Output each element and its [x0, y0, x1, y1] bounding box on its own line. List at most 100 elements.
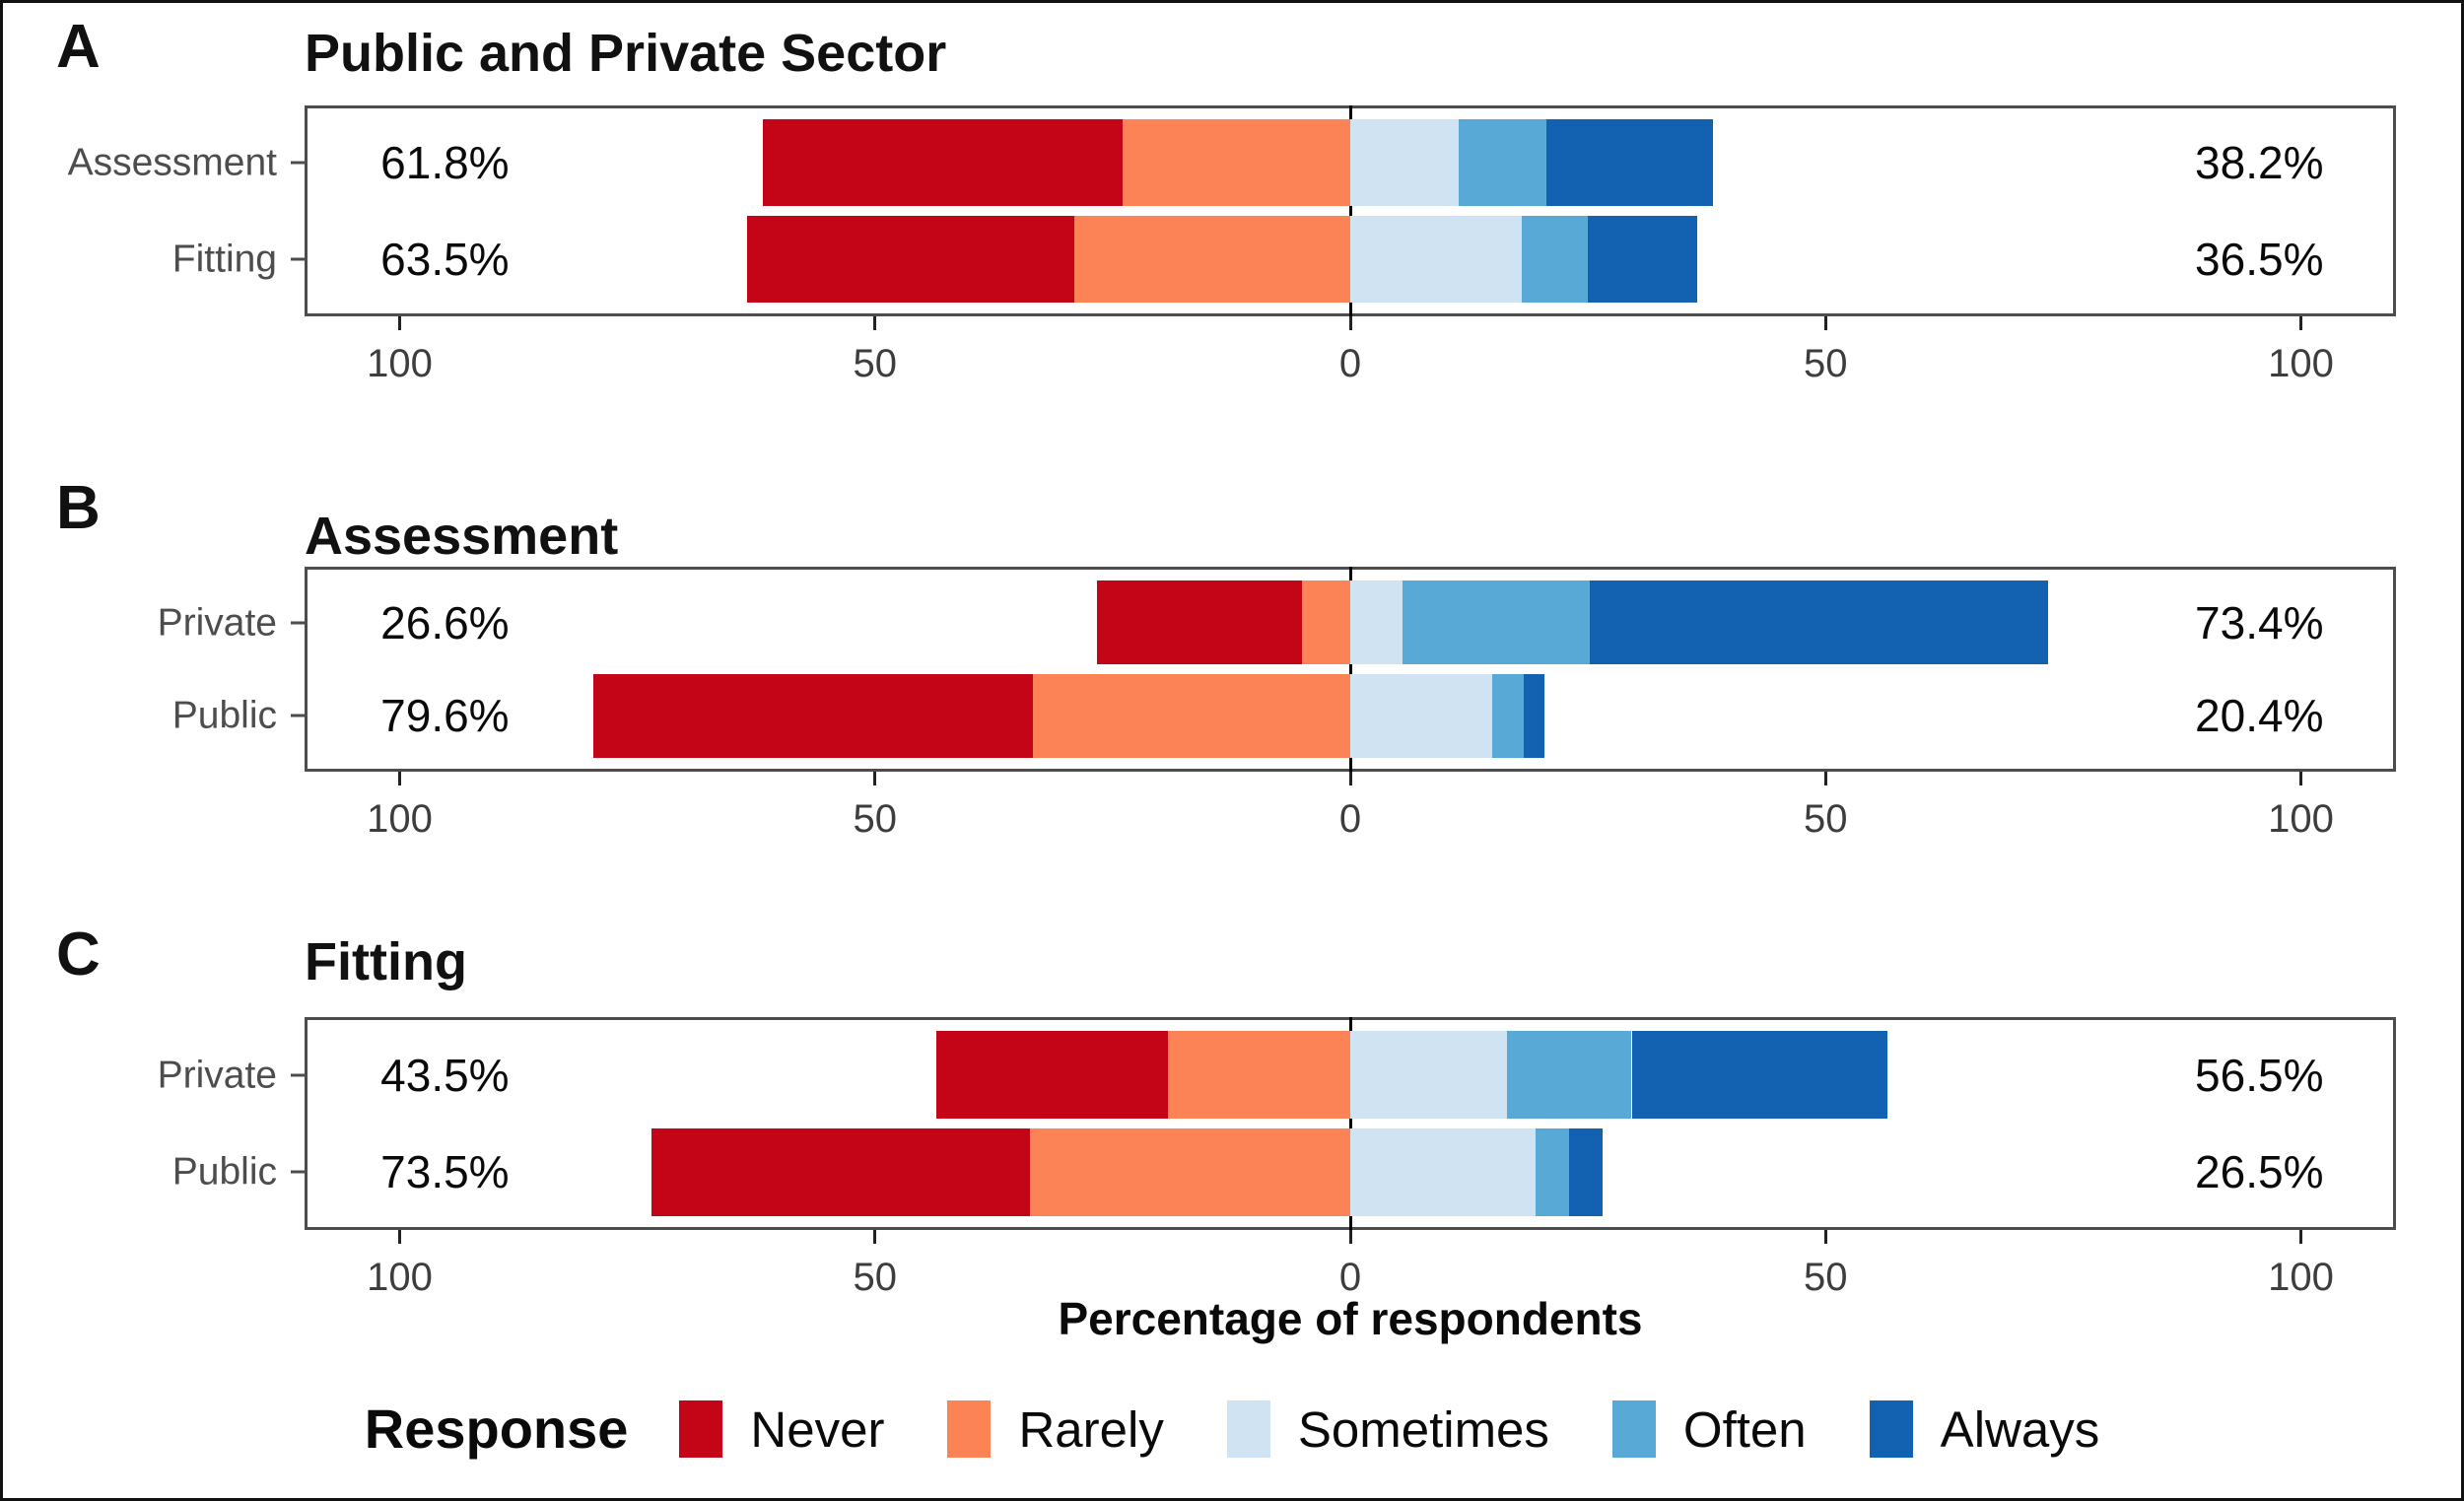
x-axis-tick-label: 100: [2268, 1256, 2334, 1299]
x-axis-tick-label: 50: [853, 1256, 897, 1299]
x-axis-title: Percentage of respondents: [1058, 1293, 1643, 1344]
x-axis-tick-label: 0: [1338, 342, 1362, 385]
bar-segment-often: [1536, 1127, 1569, 1216]
x-axis-tick-mark: [1823, 316, 1827, 330]
bar-segment-sometimes: [1350, 673, 1492, 758]
legend-swatch-always: [1869, 1400, 1913, 1458]
x-axis-tick-mark: [873, 1230, 877, 1244]
right-total-percent-label: 73.4%: [2195, 596, 2324, 648]
bar-segment-always: [1545, 119, 1714, 207]
bar-segment-always: [1590, 580, 2048, 665]
category-axis-tick: [291, 1073, 305, 1077]
bar-segment-always: [1588, 215, 1698, 303]
right-total-percent-label: 26.5%: [2195, 1146, 2324, 1198]
bar-segment-rarely: [1029, 1127, 1350, 1216]
bar-segment-often: [1507, 1031, 1632, 1120]
left-total-percent-label: 73.5%: [380, 1146, 510, 1198]
category-axis-tick: [291, 161, 305, 165]
legend-label: Sometimes: [1297, 1400, 1549, 1458]
bar-segment-rarely: [1074, 215, 1350, 303]
x-axis-tick-label: 100: [367, 797, 433, 841]
bar-segment-sometimes: [1350, 1031, 1508, 1120]
x-axis-tick-label: 100: [367, 342, 433, 385]
right-total-percent-label: 20.4%: [2195, 690, 2324, 742]
legend-swatch-rarely: [947, 1400, 992, 1458]
category-label: Fitting: [171, 238, 277, 281]
panel-title: Assessment: [305, 507, 619, 566]
bar-segment-rarely: [1122, 119, 1350, 207]
bar-segment-sometimes: [1350, 119, 1459, 207]
legend-item-never: Never: [679, 1400, 884, 1458]
category-label: Assessment: [67, 141, 277, 184]
bar-segment-rarely: [1032, 673, 1350, 758]
legend-label: Never: [750, 1400, 885, 1458]
category-axis-tick: [291, 714, 305, 717]
x-axis-tick-mark: [2299, 772, 2303, 785]
panel-title: Fitting: [305, 932, 467, 991]
bar-segment-often: [1458, 119, 1546, 207]
bar-segment-never: [1097, 580, 1302, 665]
category-axis-tick: [291, 621, 305, 625]
x-axis-tick-label: 50: [1804, 1256, 1848, 1299]
x-axis-tick-label: 100: [2268, 342, 2334, 385]
bar-segment-always: [1631, 1031, 1887, 1120]
x-axis-tick-mark: [397, 1230, 401, 1244]
legend: Response Never Rarely Sometimes Often Always: [3, 1395, 2461, 1464]
legend-item-always: Always: [1869, 1400, 2100, 1458]
category-axis-tick: [291, 257, 305, 261]
bar-segment-never: [746, 215, 1075, 303]
x-axis-tick-mark: [397, 316, 401, 330]
left-total-percent-label: 43.5%: [380, 1049, 510, 1101]
panel-title: Public and Private Sector: [305, 24, 947, 83]
category-label: Public: [171, 694, 277, 737]
legend-swatch-never: [679, 1400, 723, 1458]
legend-item-sometimes: Sometimes: [1226, 1400, 1549, 1458]
left-total-percent-label: 63.5%: [380, 233, 510, 285]
x-axis-tick-label: 50: [853, 342, 897, 385]
category-label: Public: [171, 1150, 277, 1194]
bar-segment-often: [1521, 215, 1589, 303]
x-axis-tick-label: 100: [2268, 797, 2334, 841]
bar-segment-never: [651, 1127, 1030, 1216]
legend-item-often: Often: [1611, 1400, 1807, 1458]
left-total-percent-label: 61.8%: [380, 137, 510, 189]
legend-label: Rarely: [1018, 1400, 1164, 1458]
right-total-percent-label: 56.5%: [2195, 1049, 2324, 1101]
bar-segment-rarely: [1167, 1031, 1350, 1120]
zero-reference-line: [1348, 567, 1352, 772]
legend-label: Always: [1940, 1400, 2100, 1458]
category-axis-tick: [291, 1170, 305, 1174]
left-total-percent-label: 26.6%: [380, 596, 510, 648]
bar-segment-sometimes: [1350, 215, 1522, 303]
bar-segment-never: [762, 119, 1123, 207]
panel-letter: B: [56, 474, 101, 542]
legend-swatch-often: [1611, 1400, 1656, 1458]
x-axis-tick-label: 0: [1338, 1256, 1362, 1299]
x-axis-tick-label: 50: [853, 797, 897, 841]
bar-segment-often: [1491, 673, 1524, 758]
x-axis-tick-mark: [1348, 772, 1352, 785]
bar-segment-rarely: [1301, 580, 1350, 665]
x-axis-tick-mark: [397, 772, 401, 785]
x-axis-tick-mark: [1348, 316, 1352, 330]
bar-segment-sometimes: [1350, 1127, 1537, 1216]
zero-reference-line: [1348, 105, 1352, 316]
left-total-percent-label: 79.6%: [380, 690, 510, 742]
x-axis-tick-label: 50: [1804, 797, 1848, 841]
x-axis-tick-mark: [1823, 1230, 1827, 1244]
zero-reference-line: [1348, 1017, 1352, 1230]
legend-items: Never Rarely Sometimes Often Always: [679, 1400, 2099, 1458]
category-label: Private: [157, 601, 277, 645]
panel-letter: C: [56, 921, 101, 989]
x-axis-tick-mark: [1823, 772, 1827, 785]
x-axis-tick-mark: [2299, 1230, 2303, 1244]
bar-segment-never: [593, 673, 1033, 758]
x-axis-tick-mark: [873, 772, 877, 785]
x-axis-tick-label: 50: [1804, 342, 1848, 385]
bar-segment-always: [1568, 1127, 1603, 1216]
right-total-percent-label: 38.2%: [2195, 137, 2324, 189]
panel-letter: A: [56, 13, 101, 81]
bar-segment-never: [936, 1031, 1168, 1120]
x-axis-tick-label: 0: [1338, 797, 1362, 841]
